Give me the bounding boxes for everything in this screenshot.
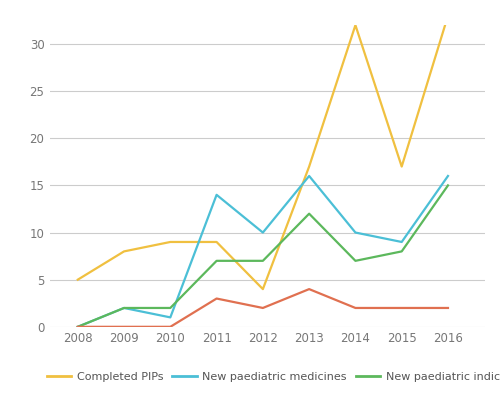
Legend: Completed PIPs, New paediatric medicines, New paediatric indications, New paedia: Completed PIPs, New paediatric medicines… <box>47 372 500 382</box>
